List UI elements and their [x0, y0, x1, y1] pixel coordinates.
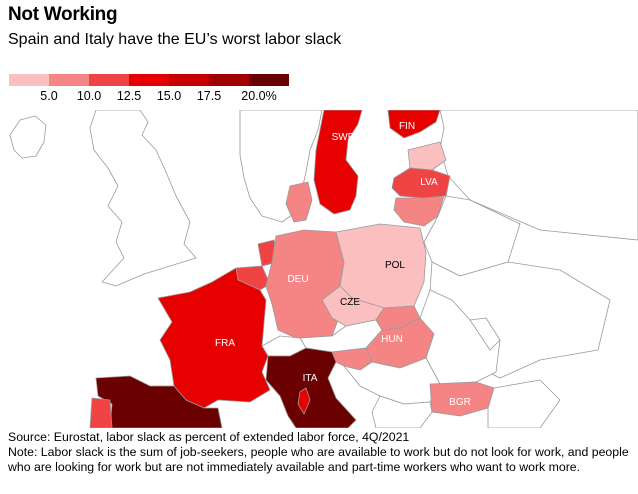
chart-footer: Source: Eurostat, labor slack as percent… [8, 430, 633, 475]
legend-swatch-3 [89, 74, 129, 86]
country-mda [469, 317, 501, 351]
label-pol: POL [385, 260, 405, 271]
legend-ticks: 5.0 10.0 12.5 15.0 17.5 20.0% [9, 89, 291, 105]
legend-tick: 12.5 [116, 89, 142, 103]
country-irl [9, 115, 47, 159]
label-cze: CZE [340, 297, 360, 308]
legend-swatch-5 [169, 74, 209, 86]
country-labels: SWE FIN LVA DEU POL CZE FRA HUN ITA BGR [215, 121, 471, 408]
europe-map: SWE FIN LVA DEU POL CZE FRA HUN ITA BGR [9, 110, 638, 428]
country-gbr [89, 110, 197, 287]
country-rou [419, 289, 501, 385]
legend-tick: 20.0% [241, 89, 277, 103]
legend-swatch-7 [249, 74, 289, 86]
legend-swatches [9, 74, 291, 86]
label-deu: DEU [287, 274, 308, 285]
label-lva: LVA [420, 177, 438, 188]
country-prt [89, 397, 113, 428]
country-swe [313, 110, 363, 215]
country-ita [265, 347, 357, 428]
label-fin: FIN [399, 121, 415, 132]
legend-tick: 15.0 [156, 89, 182, 103]
country-grc [371, 395, 433, 428]
source-note: Source: Eurostat, labor slack as percent… [8, 430, 410, 444]
legend-swatch-6 [209, 74, 249, 86]
legend-tick: 17.5 [196, 89, 222, 103]
methodology-note: Note: Labor slack is the sum of job-seek… [8, 445, 629, 474]
label-hun: HUN [381, 334, 403, 345]
color-legend: 5.0 10.0 12.5 15.0 17.5 20.0% [9, 74, 291, 106]
label-swe: SWE [332, 132, 355, 143]
label-fra: FRA [215, 338, 235, 349]
country-fra [157, 267, 271, 409]
country-tur [487, 379, 561, 428]
legend-tick: 5.0 [40, 89, 58, 103]
country-ltu [393, 195, 445, 227]
country-fin [387, 110, 441, 139]
legend-swatch-4 [129, 74, 169, 86]
label-ita: ITA [303, 373, 318, 384]
country-est [407, 141, 447, 171]
country-fra-corsica [297, 387, 311, 415]
country-dnk [285, 181, 313, 223]
legend-swatch-1 [9, 74, 49, 86]
legend-tick: 10.0 [76, 89, 102, 103]
label-bgr: BGR [449, 397, 471, 408]
chart-title: Not Working [8, 4, 118, 25]
chart-subtitle: Spain and Italy have the EU’s worst labo… [8, 31, 342, 48]
legend-swatch-2 [49, 74, 89, 86]
